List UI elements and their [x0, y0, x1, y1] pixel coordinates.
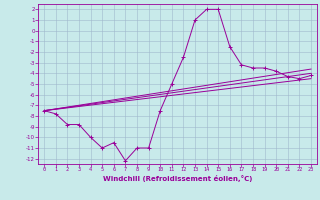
- X-axis label: Windchill (Refroidissement éolien,°C): Windchill (Refroidissement éolien,°C): [103, 175, 252, 182]
